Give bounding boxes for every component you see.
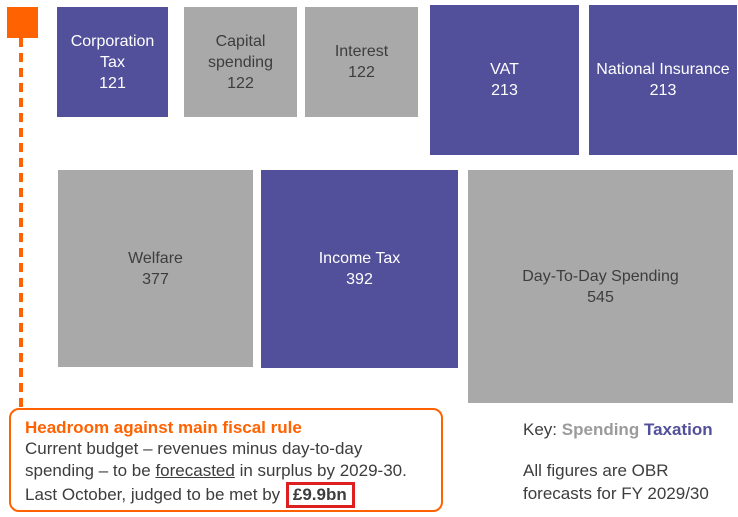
headroom-callout-title: Headroom against main fiscal rule (25, 418, 302, 437)
legend: Key: Spending Taxation (523, 419, 713, 440)
forecast-footnote: All figures are OBR forecasts for FY 202… (523, 461, 709, 503)
headroom-callout: Headroom against main fiscal rule Curren… (9, 408, 443, 512)
headroom-connector-dashed-line (19, 38, 23, 407)
box-label: Income Tax (318, 250, 401, 267)
callout-underlined-word: forecasted (155, 461, 235, 480)
box-value: 213 (491, 82, 518, 99)
box-value: 121 (99, 74, 126, 92)
headroom-callout-body: Current budget – revenues minus day-to-d… (25, 438, 417, 508)
box-value: 377 (142, 270, 169, 288)
box-income-tax: Income Tax 392 (261, 170, 458, 368)
box-label: Capital spending (208, 32, 273, 71)
box-value: 545 (587, 288, 614, 306)
box-label: National Insurance (596, 61, 730, 78)
box-label: VAT (490, 61, 519, 78)
box-label: Welfare (128, 249, 183, 267)
box-capital-spending: Capital spending 122 (184, 7, 297, 117)
legend-entry-spending: Spending (561, 420, 640, 439)
callout-body-text: in surplus by 2029-30. Last October, jud… (25, 461, 407, 504)
box-value: 122 (227, 74, 254, 92)
headroom-marker-square (7, 7, 38, 38)
box-welfare: Welfare 377 (58, 170, 253, 367)
headroom-value-highlight: £9.9bn (285, 482, 355, 508)
box-interest: Interest 122 (305, 7, 418, 117)
box-value: 392 (346, 271, 373, 288)
legend-entry-taxation: Taxation (643, 420, 713, 439)
box-vat: VAT 213 (430, 5, 579, 155)
box-national-insurance: National Insurance 213 (589, 5, 737, 155)
box-value: 122 (348, 64, 375, 81)
box-label: Corporation Tax (70, 32, 155, 71)
box-label: Day-To-Day Spending (522, 267, 679, 285)
box-corporation-tax: Corporation Tax 121 (57, 7, 168, 117)
callout-body-text: Current budget – revenues minus day-to-d… (25, 439, 363, 480)
legend-label: Key: (523, 420, 558, 439)
box-day-to-day-spending: Day-To-Day Spending 545 (468, 170, 733, 403)
box-label: Interest (334, 43, 389, 60)
box-value: 213 (649, 82, 677, 99)
